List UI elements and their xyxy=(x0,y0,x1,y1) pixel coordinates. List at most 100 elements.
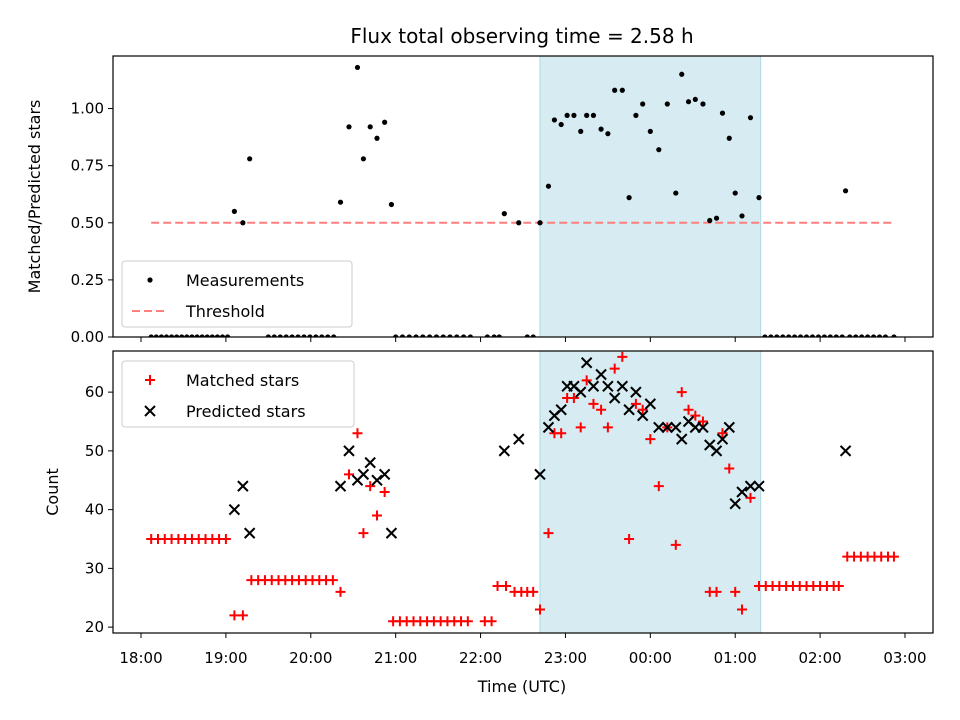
legend: Measurements Threshold xyxy=(121,260,353,328)
y-axis-label: Count xyxy=(43,468,62,516)
y-axis-label: Matched/Predicted stars xyxy=(25,100,44,294)
matched-point xyxy=(229,610,240,621)
matched-point xyxy=(624,534,635,544)
matched-point xyxy=(683,404,694,415)
measurement-point xyxy=(870,334,877,337)
predicted-point xyxy=(343,445,355,457)
predicted-point xyxy=(661,421,674,434)
measurement-point xyxy=(194,334,200,337)
measurement-point xyxy=(440,334,446,337)
matched-point xyxy=(697,416,708,427)
chart-title: Flux total observing time = 2.58 h xyxy=(350,24,693,48)
measurement-point xyxy=(726,135,732,141)
predicted-point xyxy=(542,421,555,434)
measurement-point xyxy=(612,87,618,93)
y-tick-label: 20 xyxy=(85,618,104,636)
measurement-point xyxy=(277,334,283,337)
measurement-point xyxy=(367,124,373,130)
predicted-point xyxy=(602,380,614,392)
matched-point xyxy=(501,581,512,591)
measurement-point xyxy=(692,96,698,103)
measurement-point xyxy=(564,112,570,118)
measurement-point xyxy=(833,334,839,337)
x-tick-label: 03:00 xyxy=(883,649,926,667)
observing-window-highlight xyxy=(539,56,762,337)
measurement-point xyxy=(571,112,577,118)
measurement-point xyxy=(664,101,670,107)
legend: Matched stars Predicted stars xyxy=(121,360,355,428)
legend-marker-matched xyxy=(145,375,155,385)
matched-point xyxy=(737,604,748,615)
measurement-point xyxy=(163,334,170,337)
measurement-point xyxy=(713,215,720,221)
legend-box xyxy=(121,260,353,328)
y-tick-label: 30 xyxy=(85,559,104,577)
measurement-point xyxy=(673,190,679,196)
measurement-point xyxy=(516,220,522,226)
axes-frame xyxy=(112,55,934,338)
predicted-point xyxy=(697,421,709,434)
measurement-point xyxy=(747,115,754,121)
y-tick-label: 0.75 xyxy=(71,157,104,175)
measurement-point xyxy=(271,334,277,337)
matched-point xyxy=(690,410,701,421)
measurement-point xyxy=(762,334,768,337)
measurement-point xyxy=(780,334,786,337)
measurement-point xyxy=(168,334,175,337)
y-tick-label: 50 xyxy=(85,442,104,460)
predicted-point xyxy=(716,433,729,445)
predicted-point xyxy=(228,503,241,516)
measurement-point xyxy=(865,334,871,337)
measurement-point xyxy=(427,334,433,337)
predicted-point xyxy=(710,445,723,457)
measurement-point xyxy=(325,334,331,337)
plot-area xyxy=(148,56,897,337)
matched-point xyxy=(220,534,231,544)
legend-label: Threshold xyxy=(185,302,265,321)
measurement-point xyxy=(360,156,367,162)
matched-point xyxy=(637,404,648,415)
measurement-point xyxy=(821,334,827,337)
matched-point xyxy=(462,616,473,627)
measurement-point xyxy=(815,334,822,337)
predicted-point xyxy=(364,456,376,469)
measurement-point xyxy=(756,195,762,201)
measurement-point xyxy=(882,334,889,337)
measurement-point xyxy=(224,334,231,337)
predicted-point xyxy=(616,380,629,392)
matched-point xyxy=(745,492,756,503)
measurement-point xyxy=(545,183,552,189)
measurement-point xyxy=(578,128,584,134)
measurement-point xyxy=(199,334,205,337)
measurement-point xyxy=(189,334,195,337)
matched-point xyxy=(888,551,899,562)
matched-point xyxy=(676,387,687,398)
measurement-point xyxy=(847,334,853,337)
legend-label: Measurements xyxy=(186,271,304,290)
predicted-point xyxy=(644,398,657,410)
legend-label: Matched stars xyxy=(186,371,299,390)
measurement-point xyxy=(501,211,507,217)
measurement-point xyxy=(313,334,319,337)
measurement-point xyxy=(374,135,380,141)
x-tick-label: 01:00 xyxy=(714,649,757,667)
predicted-point xyxy=(653,421,665,434)
predicted-point xyxy=(513,433,525,445)
measurement-point xyxy=(633,112,639,118)
predicted-point xyxy=(723,421,735,434)
measurement-point xyxy=(289,334,295,337)
y-tick-label: 0.50 xyxy=(71,214,104,232)
measurement-point xyxy=(346,124,352,130)
predicted-point xyxy=(243,527,256,539)
bottom-panel: 20 30 40 50 60 Count Matched stars Predicted st… xyxy=(43,350,934,638)
measurement-point xyxy=(707,217,713,224)
measurement-point xyxy=(179,334,185,337)
measurement-point xyxy=(307,334,313,337)
measurement-point xyxy=(524,334,530,337)
measurement-point xyxy=(768,334,774,337)
measurement-point xyxy=(240,220,246,226)
measurement-point xyxy=(626,195,632,201)
measurement-point xyxy=(184,334,190,337)
matched-point xyxy=(371,510,382,521)
x-tick-label: 18:00 xyxy=(119,649,162,667)
